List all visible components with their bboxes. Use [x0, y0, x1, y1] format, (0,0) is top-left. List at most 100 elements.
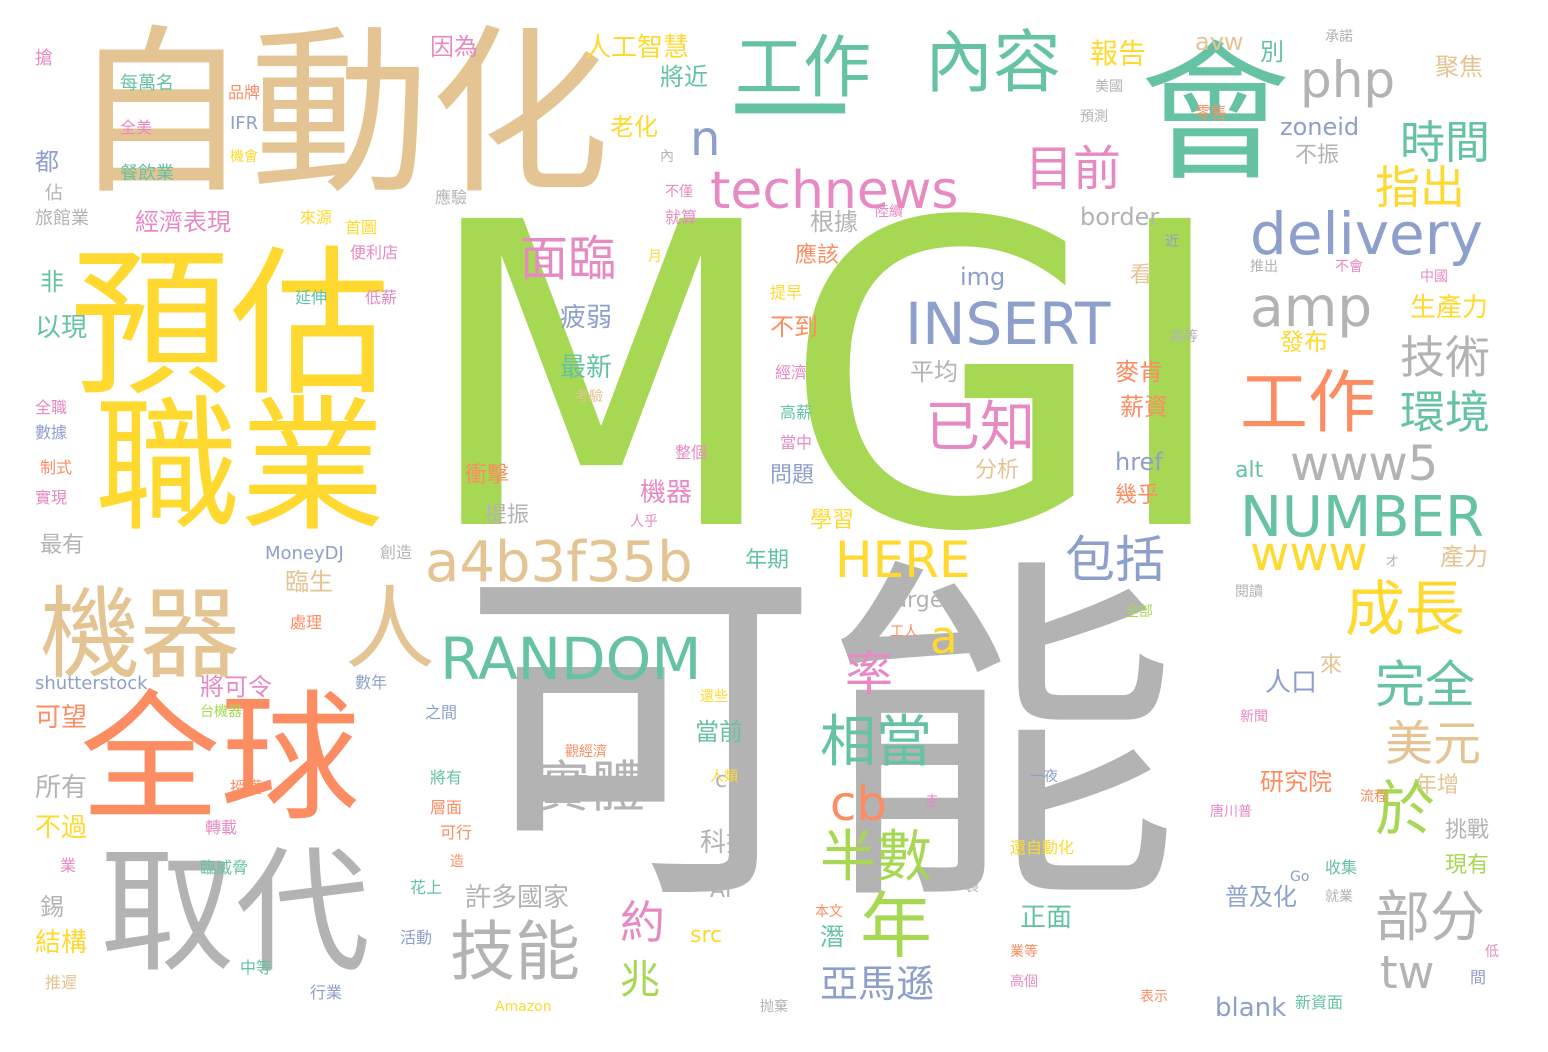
word-cloud-word: 都 — [35, 148, 59, 176]
word-cloud-word: 新聞 — [1240, 709, 1268, 725]
word-cloud-word: 台機器 — [200, 704, 242, 720]
word-cloud-word: 觀經濟 — [565, 744, 607, 760]
word-cloud-word: 提早 — [770, 283, 803, 302]
word-cloud-word: 機器 — [640, 478, 693, 508]
word-cloud-word: 首圖 — [345, 218, 378, 237]
word-cloud-word: 提振 — [485, 503, 530, 528]
word-cloud-word: zoneid — [1280, 113, 1360, 141]
word-cloud-word: 陸續 — [875, 204, 903, 220]
word-cloud-word: 臨生 — [285, 568, 333, 596]
word-cloud-word: n — [690, 111, 721, 167]
word-cloud-word: 業等 — [1010, 944, 1038, 960]
word-cloud-word: 品牌 — [228, 83, 261, 102]
word-cloud-word: Amazon — [495, 999, 552, 1015]
word-cloud-word: 分析 — [975, 458, 1020, 483]
word-cloud-word: 每萬名 — [120, 73, 174, 94]
word-cloud-word: 人口 — [1265, 668, 1318, 698]
word-cloud-word: 收集 — [1325, 858, 1358, 877]
word-cloud-word: 面臨 — [520, 231, 617, 287]
word-cloud-word: 抛棄 — [760, 999, 788, 1015]
word-cloud-word: 高個 — [1010, 974, 1038, 990]
word-cloud-word: 佔 — [45, 183, 63, 204]
word-cloud-word: technews — [710, 161, 959, 221]
word-cloud-word: 職業 — [95, 383, 385, 552]
word-cloud-word: 之間 — [425, 703, 458, 722]
word-cloud-word: 最新 — [560, 353, 613, 383]
word-cloud-word: 取代 — [100, 834, 370, 991]
word-cloud-word: 業 — [60, 856, 77, 875]
word-cloud-word: 經濟 — [775, 363, 808, 382]
word-cloud-word: Go — [1290, 869, 1310, 885]
word-cloud-word: tw — [1380, 946, 1435, 999]
word-cloud-word: 相當 — [820, 710, 932, 775]
word-cloud-word: 根據 — [810, 208, 858, 236]
word-cloud-word: 數據 — [35, 423, 68, 442]
word-cloud-word: 轉載 — [205, 818, 238, 837]
word-cloud-word: 人乎 — [630, 514, 658, 530]
word-cloud-word: 以現 — [35, 313, 88, 343]
word-cloud-word: 層面 — [430, 798, 463, 817]
word-cloud-word: 推遲 — [45, 973, 78, 992]
word-cloud-word: 完全 — [1375, 656, 1475, 714]
word-cloud-word: NUMBER — [1240, 485, 1484, 550]
word-cloud-word: 結構 — [35, 928, 88, 958]
word-cloud-word: www5 — [1290, 436, 1439, 492]
word-cloud-word: 普及化 — [1225, 883, 1297, 911]
word-cloud-word: 人 — [345, 577, 435, 682]
word-cloud-word: 實體 — [535, 755, 646, 819]
word-cloud-word: 就業 — [1325, 889, 1353, 905]
word-cloud-word: 應該 — [795, 243, 840, 268]
word-cloud-word: 人類 — [710, 769, 738, 785]
word-cloud-word: 將可令 — [200, 673, 272, 701]
word-cloud-word: 非 — [40, 268, 64, 296]
word-cloud-word: ck — [715, 768, 740, 793]
word-cloud-word: 技術 — [1400, 331, 1491, 384]
word-cloud-word: 部分 — [1375, 885, 1486, 949]
word-cloud-word: avw — [1195, 28, 1244, 56]
word-cloud-word: MoneyDJ — [265, 543, 344, 564]
word-cloud-word: 問題 — [770, 463, 815, 488]
word-cloud-word: 時間 — [1400, 116, 1491, 169]
word-cloud-word: 月 — [648, 249, 662, 265]
word-cloud-word: 已知 — [925, 395, 1036, 459]
word-cloud-word: 約 — [620, 896, 666, 949]
word-cloud-word: border — [1080, 203, 1160, 231]
word-cloud-word: 實現 — [35, 488, 68, 507]
word-cloud-word: img — [960, 263, 1006, 291]
word-cloud-word: 低 — [1485, 944, 1499, 960]
word-cloud-word: 還自動化 — [1010, 838, 1075, 857]
word-cloud-word: 旅館業 — [35, 208, 89, 229]
word-cloud-word: 最有 — [40, 533, 85, 558]
word-cloud-word: 工人 — [890, 624, 918, 640]
word-cloud-word: 創造 — [380, 543, 413, 562]
word-cloud-word: 可能 — [460, 530, 1180, 949]
word-cloud-word: 新資面 — [1295, 993, 1344, 1012]
word-cloud-word: 制式 — [40, 458, 73, 477]
word-cloud-word: INSERT — [905, 290, 1111, 358]
word-cloud-word: 別 — [1260, 38, 1284, 66]
word-cloud-word: alt — [1235, 458, 1264, 483]
word-cloud-word: 當中 — [780, 433, 813, 452]
word-cloud-word: 閱讀 — [1235, 584, 1263, 600]
word-cloud-word: shutterstock — [35, 673, 148, 694]
word-cloud-word: 延伸 — [295, 288, 328, 307]
word-cloud-word: 半數 — [820, 825, 932, 890]
word-cloud-word: 低薪 — [365, 288, 398, 307]
word-cloud-word: 年 — [860, 884, 933, 968]
word-cloud-word: 美國 — [1095, 79, 1123, 95]
word-cloud-word: 推出 — [1250, 259, 1278, 275]
word-cloud-word: delivery — [1250, 200, 1483, 268]
word-cloud-word: 餐飲業 — [120, 163, 174, 184]
word-cloud-word: 潛 — [820, 923, 844, 951]
word-cloud-word: AI — [710, 878, 732, 903]
word-cloud-word: 高薪 — [780, 403, 813, 422]
word-cloud-word: 搶 — [35, 48, 53, 69]
word-cloud-word: 承諾 — [1325, 29, 1353, 45]
word-cloud-word: 近 — [1165, 234, 1179, 250]
word-cloud-word: 疲弱 — [560, 303, 613, 333]
word-cloud-word: 間 — [1470, 968, 1487, 987]
word-cloud-word: 錫 — [40, 893, 64, 921]
word-cloud-word: HERE — [835, 531, 971, 589]
word-cloud-word: 可行 — [440, 823, 473, 842]
word-cloud-word: 考驗 — [575, 389, 603, 405]
